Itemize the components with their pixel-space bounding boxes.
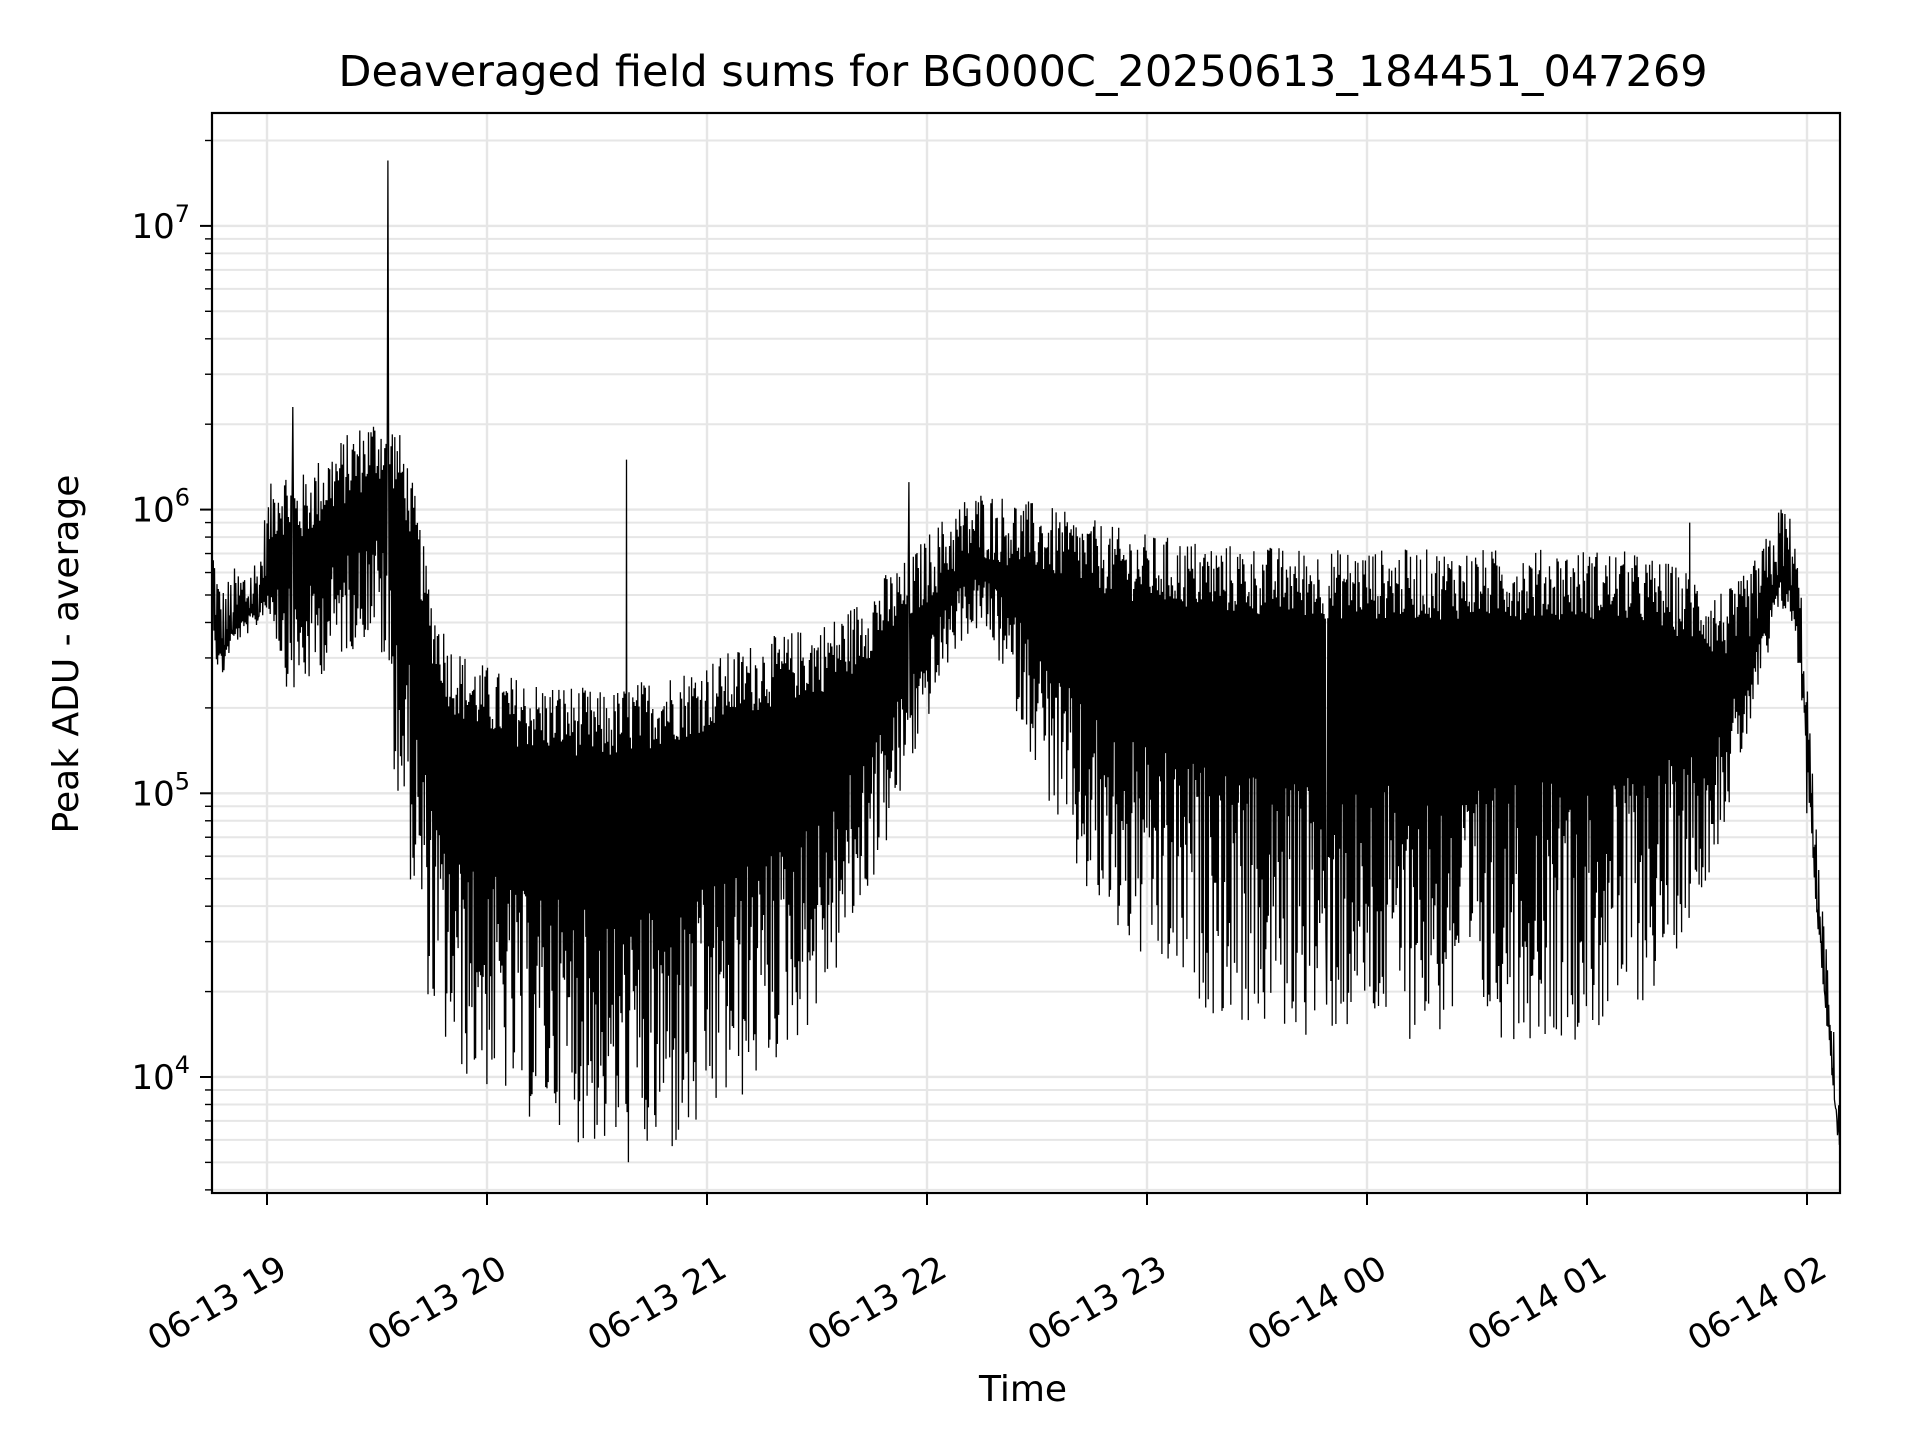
y-tick-label: 107 [131,200,190,247]
y-tick-label: 106 [131,484,190,531]
data-series [211,160,1841,1163]
chart-title: Deaveraged field sums for BG000C_2025061… [338,47,1707,97]
y-tick-label: 105 [131,767,190,814]
y-axis-ticks: 104 105 106 107 [131,139,212,1191]
plot-frame [210,111,1842,1195]
y-tick-label: 104 [131,1051,190,1098]
y-axis-label: Peak ADU - average [46,475,87,834]
x-axis-label: Time [978,1369,1067,1410]
series-line [211,160,1841,1163]
